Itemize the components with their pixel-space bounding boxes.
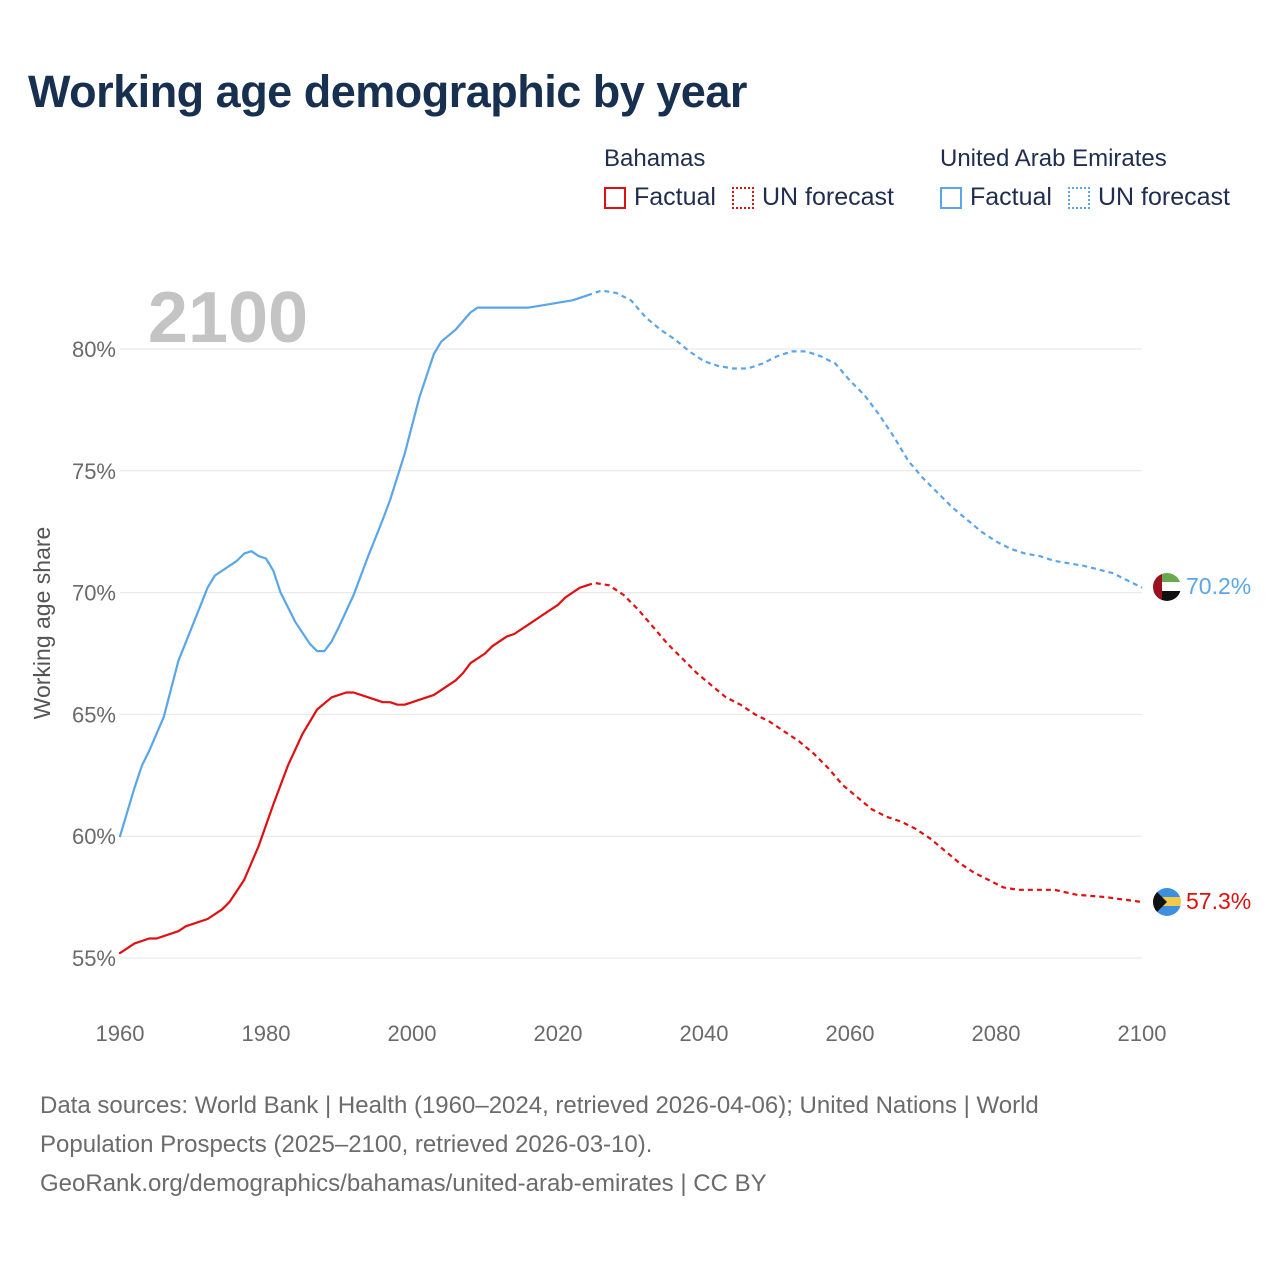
bahamas-flag-icon (1153, 888, 1181, 916)
legend-swatch-dotted (1067, 186, 1090, 209)
legend-item-factual[interactable]: Factual (604, 183, 716, 212)
legend-label: UN forecast (1097, 183, 1230, 211)
legend-group-bahamas: Bahamas Factual UN forecast (604, 145, 910, 212)
y-tick-label: 80% (72, 337, 116, 362)
legend-label: Factual (634, 183, 716, 211)
legend-label: UN forecast (761, 183, 894, 211)
uae-flag-icon (1153, 573, 1181, 601)
y-tick-label: 75% (72, 459, 116, 484)
data-source-note: Data sources: World Bank | Health (1960–… (40, 1086, 1220, 1203)
x-tick-label: 2040 (680, 1021, 729, 1046)
legend-item-factual[interactable]: Factual (940, 183, 1052, 212)
series-line-forecast-uae (586, 289, 1143, 589)
legend-group-uae: United Arab Emirates Factual UN forecast (940, 145, 1246, 212)
x-tick-label: 1980 (242, 1021, 291, 1046)
year-watermark-group: 2100 (148, 278, 308, 358)
series-group (118, 289, 1143, 955)
legend-label: Factual (970, 183, 1052, 211)
legend-item-forecast[interactable]: UN forecast (731, 183, 894, 212)
x-tick-label: 2060 (826, 1021, 875, 1046)
legend-country-name: United Arab Emirates (940, 145, 1167, 172)
y-tick-label: 60% (72, 824, 116, 849)
legend-swatch-solid (604, 186, 626, 209)
end-value-label-uae: 70.2% (1186, 573, 1251, 599)
y-axis-label: Working age share (29, 527, 55, 720)
year-watermark: 2100 (148, 278, 308, 358)
y-tick-label: 55% (72, 946, 116, 971)
legend-swatch-solid (940, 186, 962, 209)
end-value-label-bahamas: 57.3% (1186, 888, 1251, 914)
legend-country-name: Bahamas (604, 145, 706, 172)
x-tick-label: 2100 (1118, 1021, 1167, 1046)
x-tick-label: 2000 (388, 1021, 437, 1046)
x-tick-label: 2020 (534, 1021, 583, 1046)
series-line-factual-bahamas (118, 584, 589, 955)
y-axis: 55% 60% 65% 70% 75% 80% (72, 337, 116, 971)
series-line-factual-uae (118, 294, 589, 838)
grid-lines (120, 348, 1142, 959)
y-tick-label: 65% (72, 702, 116, 727)
line-chart: 2100 55% 60% 65% 70% 75% 80% 1960 1980 2000 2020… (29, 278, 1251, 1046)
source-line: Population Prospects (2025–2100, retriev… (40, 1131, 653, 1158)
legend-swatch-dotted (731, 186, 754, 209)
x-axis: 1960 1980 2000 2020 2040 2060 2080 2100 (96, 1021, 1167, 1046)
chart-title: Working age demographic by year (28, 66, 747, 117)
source-line[interactable]: GeoRank.org/demographics/bahamas/united-… (40, 1170, 767, 1197)
x-tick-label: 2080 (972, 1021, 1021, 1046)
y-tick-label: 70% (72, 581, 116, 606)
x-tick-label: 1960 (96, 1021, 145, 1046)
series-line-forecast-bahamas (586, 581, 1143, 904)
source-line: Data sources: World Bank | Health (1960–… (40, 1092, 1039, 1119)
legend-item-forecast[interactable]: UN forecast (1067, 183, 1230, 212)
